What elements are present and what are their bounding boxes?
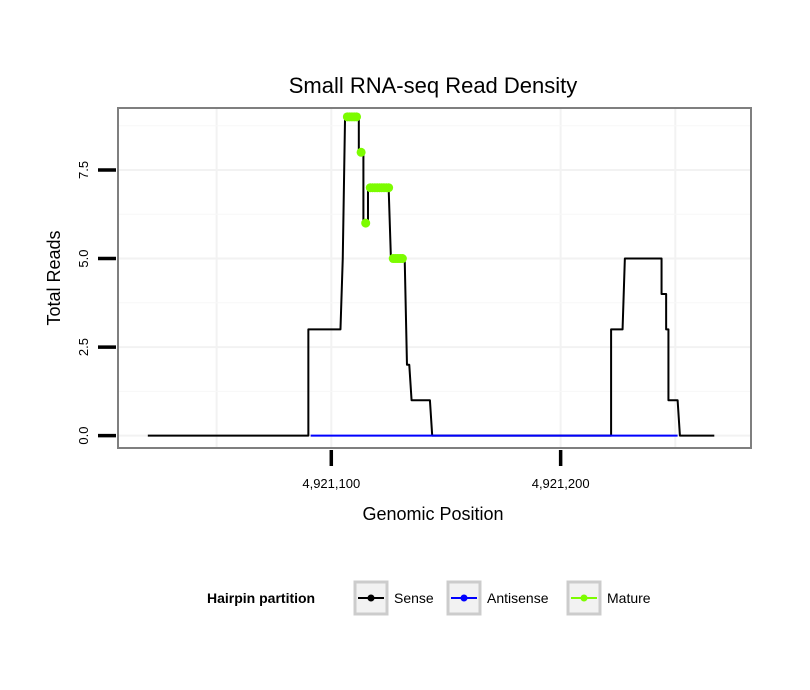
series-point-mature xyxy=(356,147,366,157)
legend-label-antisense: Antisense xyxy=(487,590,549,606)
legend-key-point xyxy=(367,594,375,602)
y-tick-label: 5.0 xyxy=(76,249,91,267)
series-point-mature xyxy=(384,183,394,193)
legend-label-sense: Sense xyxy=(394,590,434,606)
plot-panel xyxy=(118,108,751,448)
chart-title: Small RNA-seq Read Density xyxy=(289,73,578,98)
y-tick-label: 7.5 xyxy=(76,161,91,179)
y-axis-label: Total Reads xyxy=(44,230,64,325)
series-point-mature xyxy=(397,254,407,264)
x-tick-label: 4,921,100 xyxy=(302,476,360,491)
x-axis-label: Genomic Position xyxy=(362,504,503,524)
y-tick-label: 0.0 xyxy=(76,427,91,445)
legend: Hairpin partition Sense Antisense Mature xyxy=(207,580,651,616)
y-tick-label: 2.5 xyxy=(76,338,91,356)
legend-title: Hairpin partition xyxy=(207,590,315,606)
series-point-mature xyxy=(352,112,362,122)
x-tick-label: 4,921,200 xyxy=(532,476,590,491)
axes: 0.0 2.5 5.0 7.5 4,921,100 4,921,200 xyxy=(76,161,590,491)
legend-key-point xyxy=(460,594,468,602)
series-point-mature xyxy=(361,218,371,228)
legend-label-mature: Mature xyxy=(607,590,651,606)
legend-key-point xyxy=(580,594,588,602)
plot-border xyxy=(117,107,752,449)
data-series xyxy=(147,112,715,437)
